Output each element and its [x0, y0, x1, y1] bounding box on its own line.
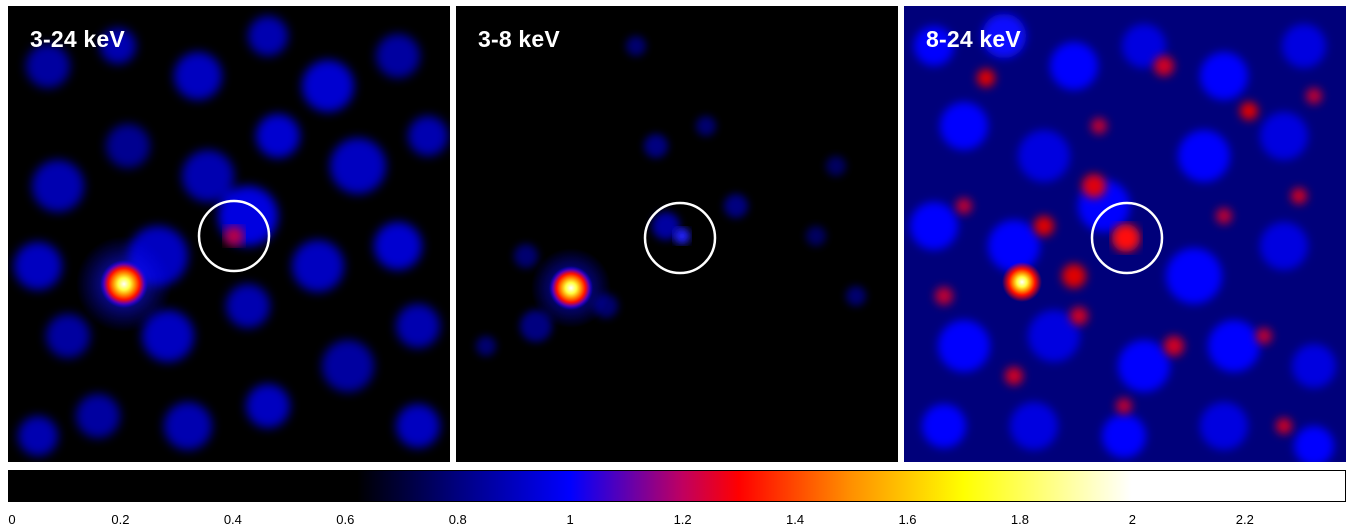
- target-source: [674, 228, 690, 244]
- colorbar-tick-label: 1.4: [786, 512, 805, 527]
- noise-field: [910, 14, 1336, 462]
- noise-field: [14, 16, 448, 456]
- colorbar-tick-label: 2.2: [1235, 512, 1254, 527]
- bright-source: [100, 260, 148, 308]
- image-panel-8-24-kev: 8-24 keV: [904, 6, 1346, 462]
- xray-image: [14, 16, 448, 456]
- colorbar-tick-label: 0.6: [336, 512, 355, 527]
- colorbar-tick-label: 0.8: [448, 512, 467, 527]
- colorbar-tick-labels: 0 0.2 0.4 0.6 0.8 1 1.2 1.4 1.6 1.8 2 2.2: [8, 508, 1346, 528]
- colorbar-tick-label: 2: [1128, 512, 1136, 527]
- colorbar-tick-label: 1: [566, 512, 574, 527]
- colorbar-tick-label: 1.2: [673, 512, 692, 527]
- panel-label: 8-24 keV: [926, 26, 1021, 52]
- colorbar-tick-label: 1.6: [898, 512, 917, 527]
- image-panel-3-24-kev: 3-24 keV: [8, 6, 450, 462]
- bright-source: [1002, 262, 1042, 302]
- red-noise-field: [935, 56, 1322, 434]
- colorbar-tick-label: 0.2: [111, 512, 130, 527]
- panel-label: 3-24 keV: [30, 26, 125, 52]
- xray-image: [904, 6, 1346, 462]
- xray-image: [476, 36, 866, 356]
- panel-label: 3-8 keV: [478, 26, 560, 52]
- colorbar: [8, 470, 1346, 502]
- noise-field: [476, 36, 866, 356]
- bright-source: [549, 266, 593, 310]
- target-source: [1112, 224, 1140, 252]
- target-circle: [643, 201, 717, 275]
- colorbar-tick-label: 0: [8, 512, 16, 527]
- target-circle: [197, 199, 271, 273]
- target-circle: [1090, 201, 1164, 275]
- target-source: [224, 226, 244, 246]
- image-panel-3-8-kev: 3-8 keV: [456, 6, 898, 462]
- colorbar-tick-label: 0.4: [223, 512, 242, 527]
- colorbar-tick-label: 1.8: [1010, 512, 1029, 527]
